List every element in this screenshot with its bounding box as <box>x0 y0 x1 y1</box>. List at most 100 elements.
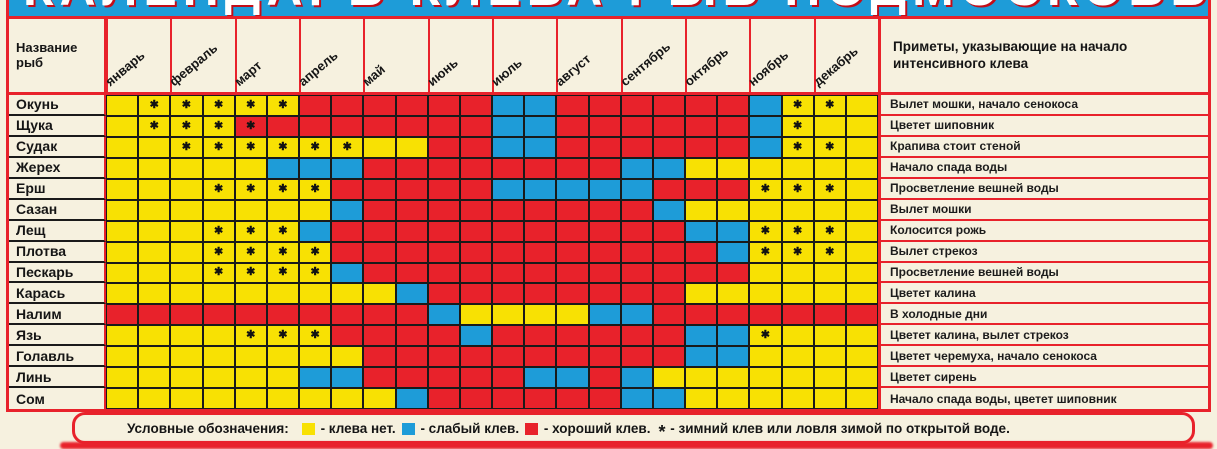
bite-cell <box>459 283 492 305</box>
hint-text: Цветет черемуха, начало сенокоса <box>878 346 1208 368</box>
winter-bite-asterisk: ✱ <box>792 140 803 153</box>
bite-cell <box>106 367 139 389</box>
bite-cell: ✱ <box>138 115 171 137</box>
bite-cell <box>106 283 139 305</box>
bite-cell <box>202 199 235 221</box>
bite-cell <box>459 199 492 221</box>
bite-cell <box>202 283 235 305</box>
month-label: июнь <box>424 55 461 89</box>
bite-cell <box>138 367 171 389</box>
bite-cell <box>524 325 557 347</box>
bite-cell <box>331 220 364 242</box>
bite-cell <box>845 304 878 326</box>
bite-cell: ✱ <box>781 136 814 158</box>
bite-cell <box>363 136 396 158</box>
bite-cell <box>813 157 846 179</box>
bite-cell <box>106 115 139 137</box>
bite-cell <box>813 115 846 137</box>
bite-cell <box>588 325 621 347</box>
winter-bite-asterisk: ✱ <box>760 245 771 258</box>
bite-cell <box>620 367 653 389</box>
bite-cell <box>363 241 396 263</box>
bite-cell <box>717 325 750 347</box>
bite-cell: ✱ <box>234 115 267 137</box>
legend-label: - клева нет. <box>316 420 396 436</box>
bite-cell <box>492 157 525 179</box>
fish-name: Окунь <box>9 95 106 116</box>
bite-cell <box>781 283 814 305</box>
legend-items: - клева нет. - слабый клев. - хороший кл… <box>296 418 1010 442</box>
bite-cell <box>845 325 878 347</box>
bite-cell <box>620 115 653 137</box>
bite-cell <box>556 325 589 347</box>
bite-cell <box>620 304 653 326</box>
bite-cell <box>652 283 685 305</box>
bite-cell <box>685 199 718 221</box>
bite-cell <box>685 115 718 137</box>
bite-cell <box>427 388 460 410</box>
month-header-4: апрель <box>295 19 363 92</box>
bite-cell <box>749 283 782 305</box>
bite-cell <box>395 220 428 242</box>
bite-cell <box>427 136 460 158</box>
winter-bite-asterisk: ✱ <box>792 182 803 195</box>
winter-bite-asterisk: ✱ <box>149 119 159 132</box>
bite-cell: ✱ <box>299 241 332 263</box>
bite-cell: ✱ <box>813 178 846 200</box>
bite-cell <box>202 325 235 347</box>
fish-row: Линь Цветет сирень <box>9 367 1208 389</box>
bite-cell <box>427 262 460 284</box>
bite-cell <box>363 157 396 179</box>
bite-cell <box>459 367 492 389</box>
fish-row: Окунь ✱ ✱ ✱ ✱ ✱ ✱ ✱ Вылет мошки, начало сенокоса <box>9 95 1208 116</box>
bite-cell <box>363 346 396 368</box>
bite-cell <box>170 346 203 368</box>
bite-cell <box>331 367 364 389</box>
winter-bite-asterisk: ✱ <box>825 182 835 195</box>
winter-bite-asterisk: ✱ <box>246 224 256 237</box>
bite-cell <box>685 220 718 242</box>
bite-cell <box>685 262 718 284</box>
bite-cell <box>331 115 364 137</box>
legend-swatch-blue <box>401 422 415 435</box>
bite-cell: ✱ <box>781 220 814 242</box>
bite-cell <box>459 346 492 368</box>
bite-cell <box>427 199 460 221</box>
bite-cell <box>749 346 782 368</box>
bite-cell <box>363 199 396 221</box>
bite-cell: ✱ <box>266 178 299 200</box>
bite-cell <box>170 388 203 410</box>
bite-cell <box>331 199 364 221</box>
bite-cell <box>524 157 557 179</box>
month-label: ноябрь <box>745 47 792 89</box>
bite-cell <box>459 115 492 137</box>
bite-cell: ✱ <box>170 136 203 158</box>
bite-cell <box>524 241 557 263</box>
bite-cell <box>492 262 525 284</box>
bite-cell: ✱ <box>234 178 267 200</box>
bite-cell <box>556 157 589 179</box>
bite-cell <box>170 178 203 200</box>
bite-cell: ✱ <box>266 220 299 242</box>
winter-bite-asterisk: ✱ <box>181 98 192 111</box>
bite-cell <box>620 199 653 221</box>
legend-asterisk-symbol: * <box>658 421 666 442</box>
bite-cell: ✱ <box>234 241 267 263</box>
bite-cell <box>556 262 589 284</box>
bite-cell <box>106 157 139 179</box>
bite-cell <box>202 346 235 368</box>
fish-row: Голавль Цветет черемуха, начало сенокоса <box>9 346 1208 368</box>
bite-cell: ✱ <box>813 241 846 263</box>
bite-cell: ✱ <box>202 241 235 263</box>
bite-cell: ✱ <box>781 115 814 137</box>
bite-cell <box>652 157 685 179</box>
bite-cell <box>813 325 846 347</box>
bite-cell <box>170 157 203 179</box>
bite-cell <box>395 157 428 179</box>
bite-cell <box>427 367 460 389</box>
bite-cell <box>138 325 171 347</box>
bite-cell <box>652 262 685 284</box>
bite-cell: ✱ <box>331 136 364 158</box>
month-label: апрель <box>295 47 341 89</box>
fish-name: Голавль <box>9 346 106 368</box>
